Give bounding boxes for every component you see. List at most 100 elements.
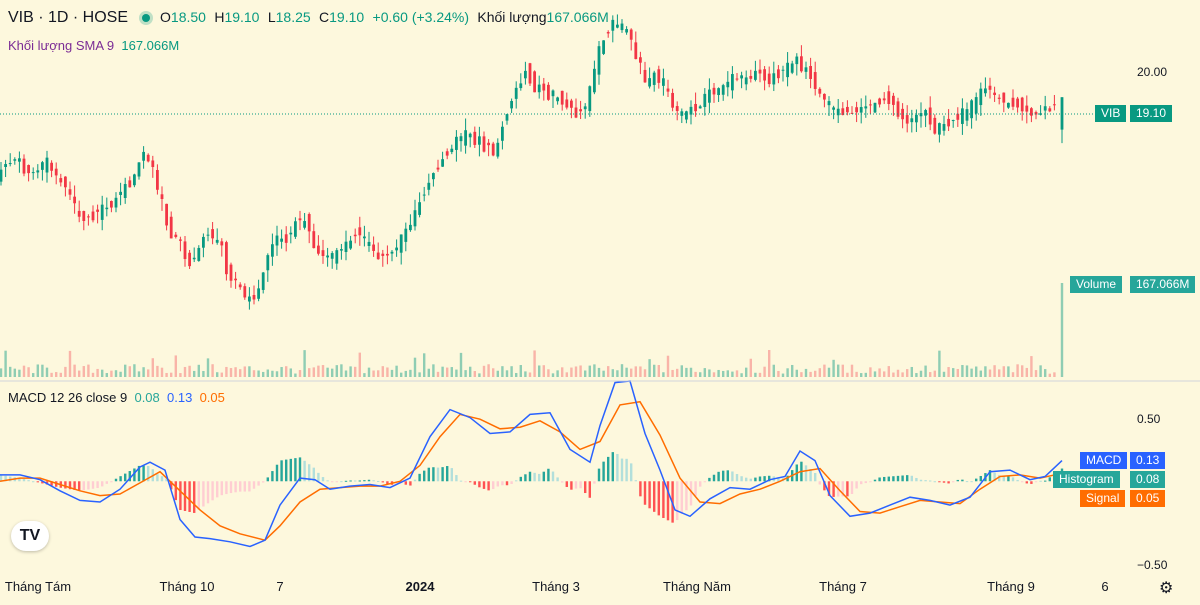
volume-bar[interactable] — [395, 365, 398, 377]
histogram-bar[interactable] — [726, 470, 729, 482]
volume-bar[interactable] — [50, 372, 53, 377]
volume-bar[interactable] — [763, 366, 766, 377]
histogram-bar[interactable] — [722, 470, 725, 482]
histogram-bar[interactable] — [887, 476, 890, 482]
candle-body[interactable] — [169, 216, 173, 239]
candle-body[interactable] — [832, 107, 835, 110]
histogram-bar[interactable] — [740, 476, 743, 482]
candle-body[interactable] — [491, 143, 495, 156]
volume-bar[interactable] — [988, 369, 992, 377]
volume-bar[interactable] — [883, 371, 886, 377]
volume-bar[interactable] — [565, 372, 568, 377]
volume-bar[interactable] — [896, 369, 900, 377]
histogram-bar[interactable] — [137, 465, 141, 482]
histogram-bar[interactable] — [1034, 481, 1038, 483]
volume-bar[interactable] — [538, 365, 541, 377]
volume-bar[interactable] — [694, 371, 697, 377]
candle-body[interactable] — [905, 115, 909, 124]
gear-icon[interactable]: ⚙ — [1159, 580, 1174, 597]
candle-body[interactable] — [386, 253, 389, 256]
volume-bar[interactable] — [666, 355, 670, 377]
histogram-bar[interactable] — [901, 475, 904, 482]
volume-bar[interactable] — [1002, 366, 1005, 377]
histogram-bar[interactable] — [289, 458, 292, 482]
histogram-bar[interactable] — [694, 481, 697, 496]
candle-body[interactable] — [234, 278, 237, 281]
histogram-bar[interactable] — [193, 481, 196, 513]
histogram-bar[interactable] — [699, 481, 702, 487]
volume-bar[interactable] — [1053, 372, 1056, 377]
volume-bar[interactable] — [367, 367, 371, 377]
histogram-bar[interactable] — [643, 481, 647, 505]
volume-bar[interactable] — [685, 367, 688, 377]
candle-body[interactable] — [818, 88, 822, 94]
candle-body[interactable] — [303, 221, 306, 228]
candle-body[interactable] — [892, 95, 895, 105]
volume-bar[interactable] — [335, 365, 338, 377]
volume-bar[interactable] — [18, 369, 21, 377]
candle-body[interactable] — [330, 253, 334, 259]
histogram-bar[interactable] — [786, 475, 789, 482]
candle-body[interactable] — [349, 240, 352, 249]
candle-body[interactable] — [703, 93, 707, 107]
volume-bar[interactable] — [418, 372, 421, 377]
volume-bar[interactable] — [699, 372, 702, 377]
candle-body[interactable] — [758, 69, 762, 74]
histogram-bar[interactable] — [482, 481, 486, 489]
histogram-bar[interactable] — [579, 481, 582, 489]
histogram-bar[interactable] — [469, 481, 472, 483]
volume-bar[interactable] — [36, 364, 39, 377]
histogram-bar[interactable] — [386, 481, 389, 485]
candle-body[interactable] — [813, 72, 817, 89]
candle-body[interactable] — [896, 101, 900, 117]
histogram-bar[interactable] — [763, 476, 766, 482]
histogram-bar[interactable] — [731, 471, 734, 482]
volume-bar[interactable] — [478, 373, 481, 377]
volume-bar[interactable] — [887, 366, 890, 377]
candle-body[interactable] — [602, 40, 605, 54]
candle-body[interactable] — [560, 90, 564, 105]
candle-body[interactable] — [22, 158, 26, 174]
candle-body[interactable] — [675, 106, 679, 112]
candle-body[interactable] — [593, 68, 596, 93]
histogram-bar[interactable] — [777, 477, 780, 482]
volume-bar[interactable] — [271, 370, 274, 377]
histogram-bar[interactable] — [556, 477, 559, 482]
volume-bar[interactable] — [708, 369, 711, 377]
histogram-bar[interactable] — [1021, 481, 1024, 483]
histogram-bar[interactable] — [680, 481, 683, 514]
candle-body[interactable] — [910, 118, 914, 123]
volume-bar[interactable] — [22, 365, 26, 377]
candle-body[interactable] — [956, 113, 960, 120]
histogram-bar[interactable] — [179, 481, 182, 511]
candle-body[interactable] — [87, 216, 90, 218]
candle-body[interactable] — [496, 142, 500, 157]
candle-body[interactable] — [726, 81, 730, 88]
volume-bar[interactable] — [326, 367, 329, 377]
candle-body[interactable] — [8, 163, 12, 165]
histogram-bar[interactable] — [73, 481, 76, 490]
volume-bar[interactable] — [975, 366, 978, 377]
histogram-bar[interactable] — [377, 480, 380, 482]
candle-body[interactable] — [919, 113, 923, 117]
candle-body[interactable] — [993, 92, 996, 95]
histogram-bar[interactable] — [64, 481, 67, 489]
candle-body[interactable] — [1053, 104, 1056, 106]
histogram-bar[interactable] — [574, 481, 578, 489]
histogram-bar[interactable] — [170, 481, 173, 490]
histogram-bar[interactable] — [956, 479, 959, 482]
histogram-bar[interactable] — [620, 458, 624, 482]
histogram-bar[interactable] — [492, 481, 495, 490]
candle-body[interactable] — [110, 200, 113, 208]
candle-body[interactable] — [754, 70, 757, 80]
candle-body[interactable] — [565, 99, 569, 108]
volume-bar[interactable] — [588, 365, 591, 377]
histogram-bar[interactable] — [561, 481, 564, 483]
candle-body[interactable] — [363, 236, 366, 239]
histogram-bar[interactable] — [639, 481, 642, 497]
volume-bar[interactable] — [211, 364, 214, 377]
histogram-bar[interactable] — [975, 478, 978, 482]
candle-body[interactable] — [869, 104, 872, 106]
histogram-bar[interactable] — [423, 470, 426, 482]
